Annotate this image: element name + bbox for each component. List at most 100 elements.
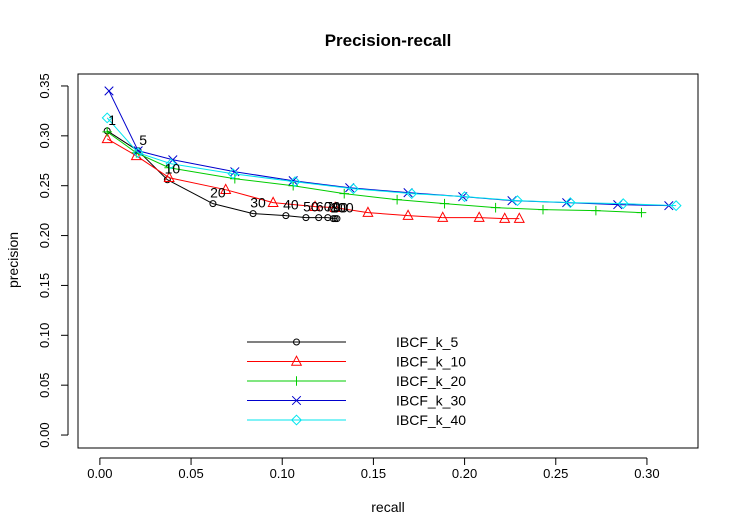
- series-line-segment: [335, 207, 369, 214]
- data-point: [249, 210, 257, 218]
- series-line-segment: [169, 177, 226, 191]
- legend-label: IBCF_k_5: [396, 334, 458, 350]
- legend-item: IBCF_k_10: [247, 354, 466, 370]
- series-line-segment: [517, 200, 571, 204]
- series-line-segment: [273, 202, 316, 208]
- series-line-segment: [138, 152, 172, 165]
- series-line-segment: [170, 163, 234, 175]
- data-point: [209, 200, 217, 208]
- data-point: [132, 147, 144, 159]
- legend-item: IBCF_k_5: [247, 334, 458, 350]
- series-line-segment: [344, 193, 398, 201]
- series-line-segment: [253, 213, 286, 217]
- series-IBCF_k_10: [101, 132, 525, 223]
- series-line-segment: [397, 199, 445, 205]
- y-axis-label: precision: [5, 232, 21, 288]
- series-line-segment: [294, 181, 354, 190]
- y-tick-label: 0.10: [37, 323, 52, 348]
- legend-label: IBCF_k_20: [396, 373, 466, 389]
- x-axis: 0.00 0.05 0.10 0.15 0.20 0.25 0.30: [87, 457, 660, 481]
- y-axis: 0.00 0.05 0.10 0.15 0.20 0.25 0.30 0.35: [37, 73, 69, 448]
- point-label: 80: [331, 200, 347, 216]
- data-point: [101, 112, 113, 124]
- data-point: [165, 158, 177, 170]
- y-tick-label: 0.15: [37, 273, 52, 298]
- series-line-segment: [293, 185, 345, 195]
- series-line-segment: [225, 189, 274, 204]
- series-line-segment: [495, 207, 544, 211]
- legend-marker: [291, 376, 302, 386]
- data-point: [347, 183, 359, 195]
- data-point: [339, 188, 350, 199]
- series-line-segment: [479, 217, 505, 220]
- data-point: [473, 211, 485, 222]
- point-label: 90: [332, 200, 348, 216]
- legend-marker: [293, 338, 300, 346]
- data-point: [402, 209, 414, 220]
- series-line-segment: [408, 215, 443, 219]
- plot-frame: [77, 73, 699, 449]
- y-tick-label: 0.20: [37, 223, 52, 248]
- data-point: [511, 195, 523, 207]
- data-point: [227, 168, 239, 180]
- data-point: [617, 198, 629, 210]
- x-tick-label: 0.00: [87, 466, 112, 481]
- data-point: [302, 214, 310, 222]
- legend-label: IBCF_k_40: [396, 412, 466, 428]
- data-point: [513, 212, 525, 223]
- series-line-segment: [136, 152, 170, 169]
- data-point: [459, 191, 471, 203]
- x-tick-label: 0.10: [270, 466, 295, 481]
- series-line-segment: [623, 203, 677, 207]
- series-line-segment: [367, 212, 409, 217]
- legend: IBCF_k_5 IBCF_k_10 IBCF_k_20 IBCF_k_30 IBCF_…: [247, 334, 466, 428]
- x-tick-label: 0.25: [543, 466, 568, 481]
- series-IBCF_k_20: [102, 127, 647, 218]
- series-line-segment: [106, 131, 137, 154]
- point-label: 100: [330, 200, 354, 216]
- series-line-segment: [138, 150, 173, 161]
- data-point: [437, 211, 449, 222]
- data-point: [104, 86, 114, 96]
- point-label: 1: [108, 112, 116, 128]
- data-point: [564, 197, 576, 209]
- data-point: [163, 171, 175, 183]
- data-point: [331, 215, 339, 223]
- data-point: [591, 205, 601, 216]
- y-tick-label: 0.00: [37, 422, 52, 447]
- data-point: [168, 155, 178, 165]
- data-point: [329, 201, 341, 212]
- series-line-segment: [411, 193, 465, 198]
- series-line-segment: [172, 159, 235, 173]
- x-tick-label: 0.20: [452, 466, 477, 481]
- series-line-segment: [212, 203, 254, 215]
- data-point: [220, 183, 232, 194]
- x-axis-label: recall: [371, 499, 404, 515]
- y-tick-label: 0.35: [37, 73, 52, 98]
- series-line-segment: [595, 210, 642, 214]
- series-line-segment: [542, 209, 596, 212]
- series-line-segment: [444, 203, 496, 209]
- series-line-segment: [349, 187, 409, 194]
- point-label: 5: [139, 132, 147, 148]
- data-point: [282, 212, 290, 220]
- data-point: [499, 212, 511, 223]
- series-line-segment: [169, 167, 235, 180]
- data-point: [362, 206, 374, 217]
- legend-label: IBCF_k_10: [396, 354, 466, 370]
- y-tick-label: 0.25: [37, 173, 52, 198]
- point-label: 70: [325, 199, 341, 215]
- legend-marker: [290, 414, 303, 426]
- series-line-segment: [293, 180, 350, 189]
- data-point: [538, 204, 548, 215]
- legend-marker: [291, 395, 302, 406]
- data-point: [289, 176, 301, 188]
- x-tick-label: 0.30: [634, 466, 659, 481]
- data-point: [439, 198, 450, 209]
- series-line-segment: [232, 173, 296, 183]
- series-line-segment: [108, 90, 139, 152]
- y-tick-label: 0.30: [37, 123, 52, 148]
